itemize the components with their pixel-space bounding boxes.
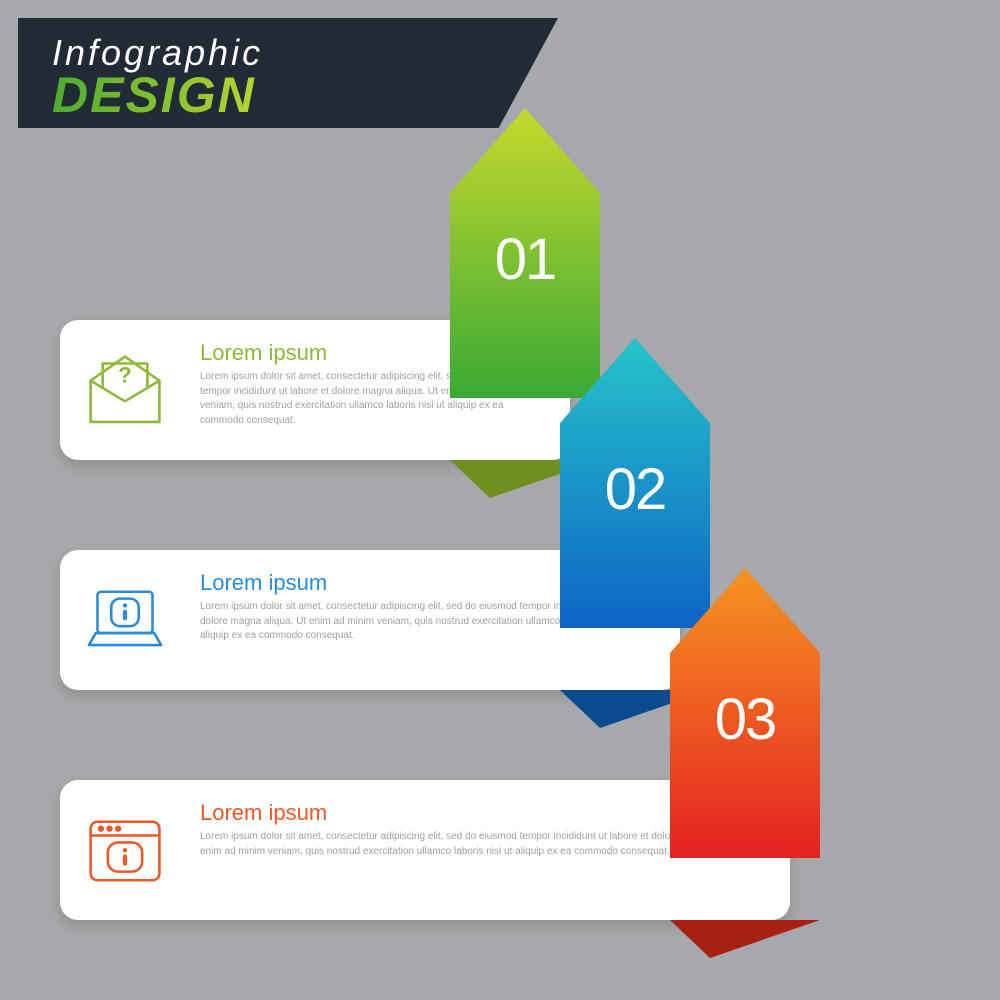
card-title: Lorem ipsum [200, 340, 327, 366]
card-title: Lorem ipsum [200, 570, 327, 596]
browser-info-icon [82, 808, 168, 894]
laptop-info-icon [82, 578, 168, 664]
header-line2: DESIGN [52, 66, 256, 124]
envelope-question-icon: ? [82, 348, 168, 434]
step-arrow-3: 03 [670, 568, 820, 858]
svg-text:?: ? [118, 362, 132, 387]
ribbon-fold-3 [670, 920, 820, 958]
step-number: 01 [450, 226, 600, 293]
card-title: Lorem ipsum [200, 800, 327, 826]
step-number: 02 [560, 456, 710, 523]
step-number: 03 [670, 686, 820, 753]
